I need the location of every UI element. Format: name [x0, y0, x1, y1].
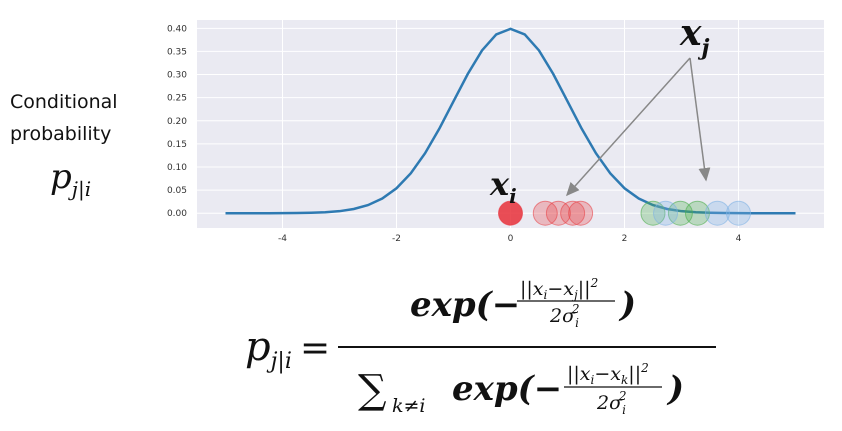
point: [545, 200, 571, 226]
ylabel-symbol: pj|i: [50, 157, 91, 202]
line: [225, 27, 796, 215]
point: [640, 200, 666, 226]
point: [560, 200, 586, 226]
ylabel-line2: probability: [10, 123, 111, 145]
point: [726, 200, 751, 226]
den-close: ): [666, 369, 684, 409]
annotation-xj: xj: [679, 12, 709, 61]
ylabel-line1: Conditional: [10, 91, 118, 113]
point: [667, 200, 693, 226]
arrow: [565, 57, 691, 197]
den-sum-sub: k≠i: [392, 395, 426, 417]
y-tick-label: 0.30: [167, 71, 187, 81]
num-frac-num: ||xi−xj||2: [520, 276, 598, 302]
num-close: ): [618, 285, 636, 325]
x-tick-label: 4: [736, 234, 742, 244]
num-frac-den: 2σi2: [549, 302, 580, 330]
x-tick-label: -4: [278, 234, 287, 244]
den-frac-den: 2σi2: [596, 389, 627, 417]
y-tick-label: 0.10: [167, 163, 187, 173]
den-sum: ∑: [358, 367, 387, 413]
arrow: [689, 57, 711, 182]
y-tick-label: 0.40: [167, 24, 187, 34]
point: [532, 200, 558, 226]
formula: pj|i = exp(− ||xi−xj||2 2σi2 ) ∑ k≠i exp…: [245, 276, 716, 417]
point: [653, 200, 679, 226]
x-tick-label: 2: [622, 234, 628, 244]
y-tick-label: 0.15: [167, 140, 187, 150]
den-open: exp(−: [452, 369, 562, 409]
y-tick-label: 0.25: [167, 94, 187, 104]
point: [684, 200, 710, 226]
x-tick-label: -2: [392, 234, 401, 244]
formula-lhs: pj|i: [245, 324, 292, 374]
num-open: exp(−: [410, 285, 520, 325]
point: [568, 200, 594, 226]
x-tick-label: 0: [508, 234, 514, 244]
y-tick-label: 0.00: [167, 209, 187, 219]
formula-equals: =: [300, 328, 330, 369]
y-tick-label: 0.35: [167, 47, 187, 57]
y-tick-label: 0.05: [167, 186, 187, 196]
point: [498, 200, 523, 226]
point: [704, 200, 730, 226]
annotation-xi: xi: [489, 165, 517, 208]
den-frac-num: ||xi−xk||2: [567, 361, 649, 387]
y-tick-label: 0.20: [167, 117, 187, 127]
